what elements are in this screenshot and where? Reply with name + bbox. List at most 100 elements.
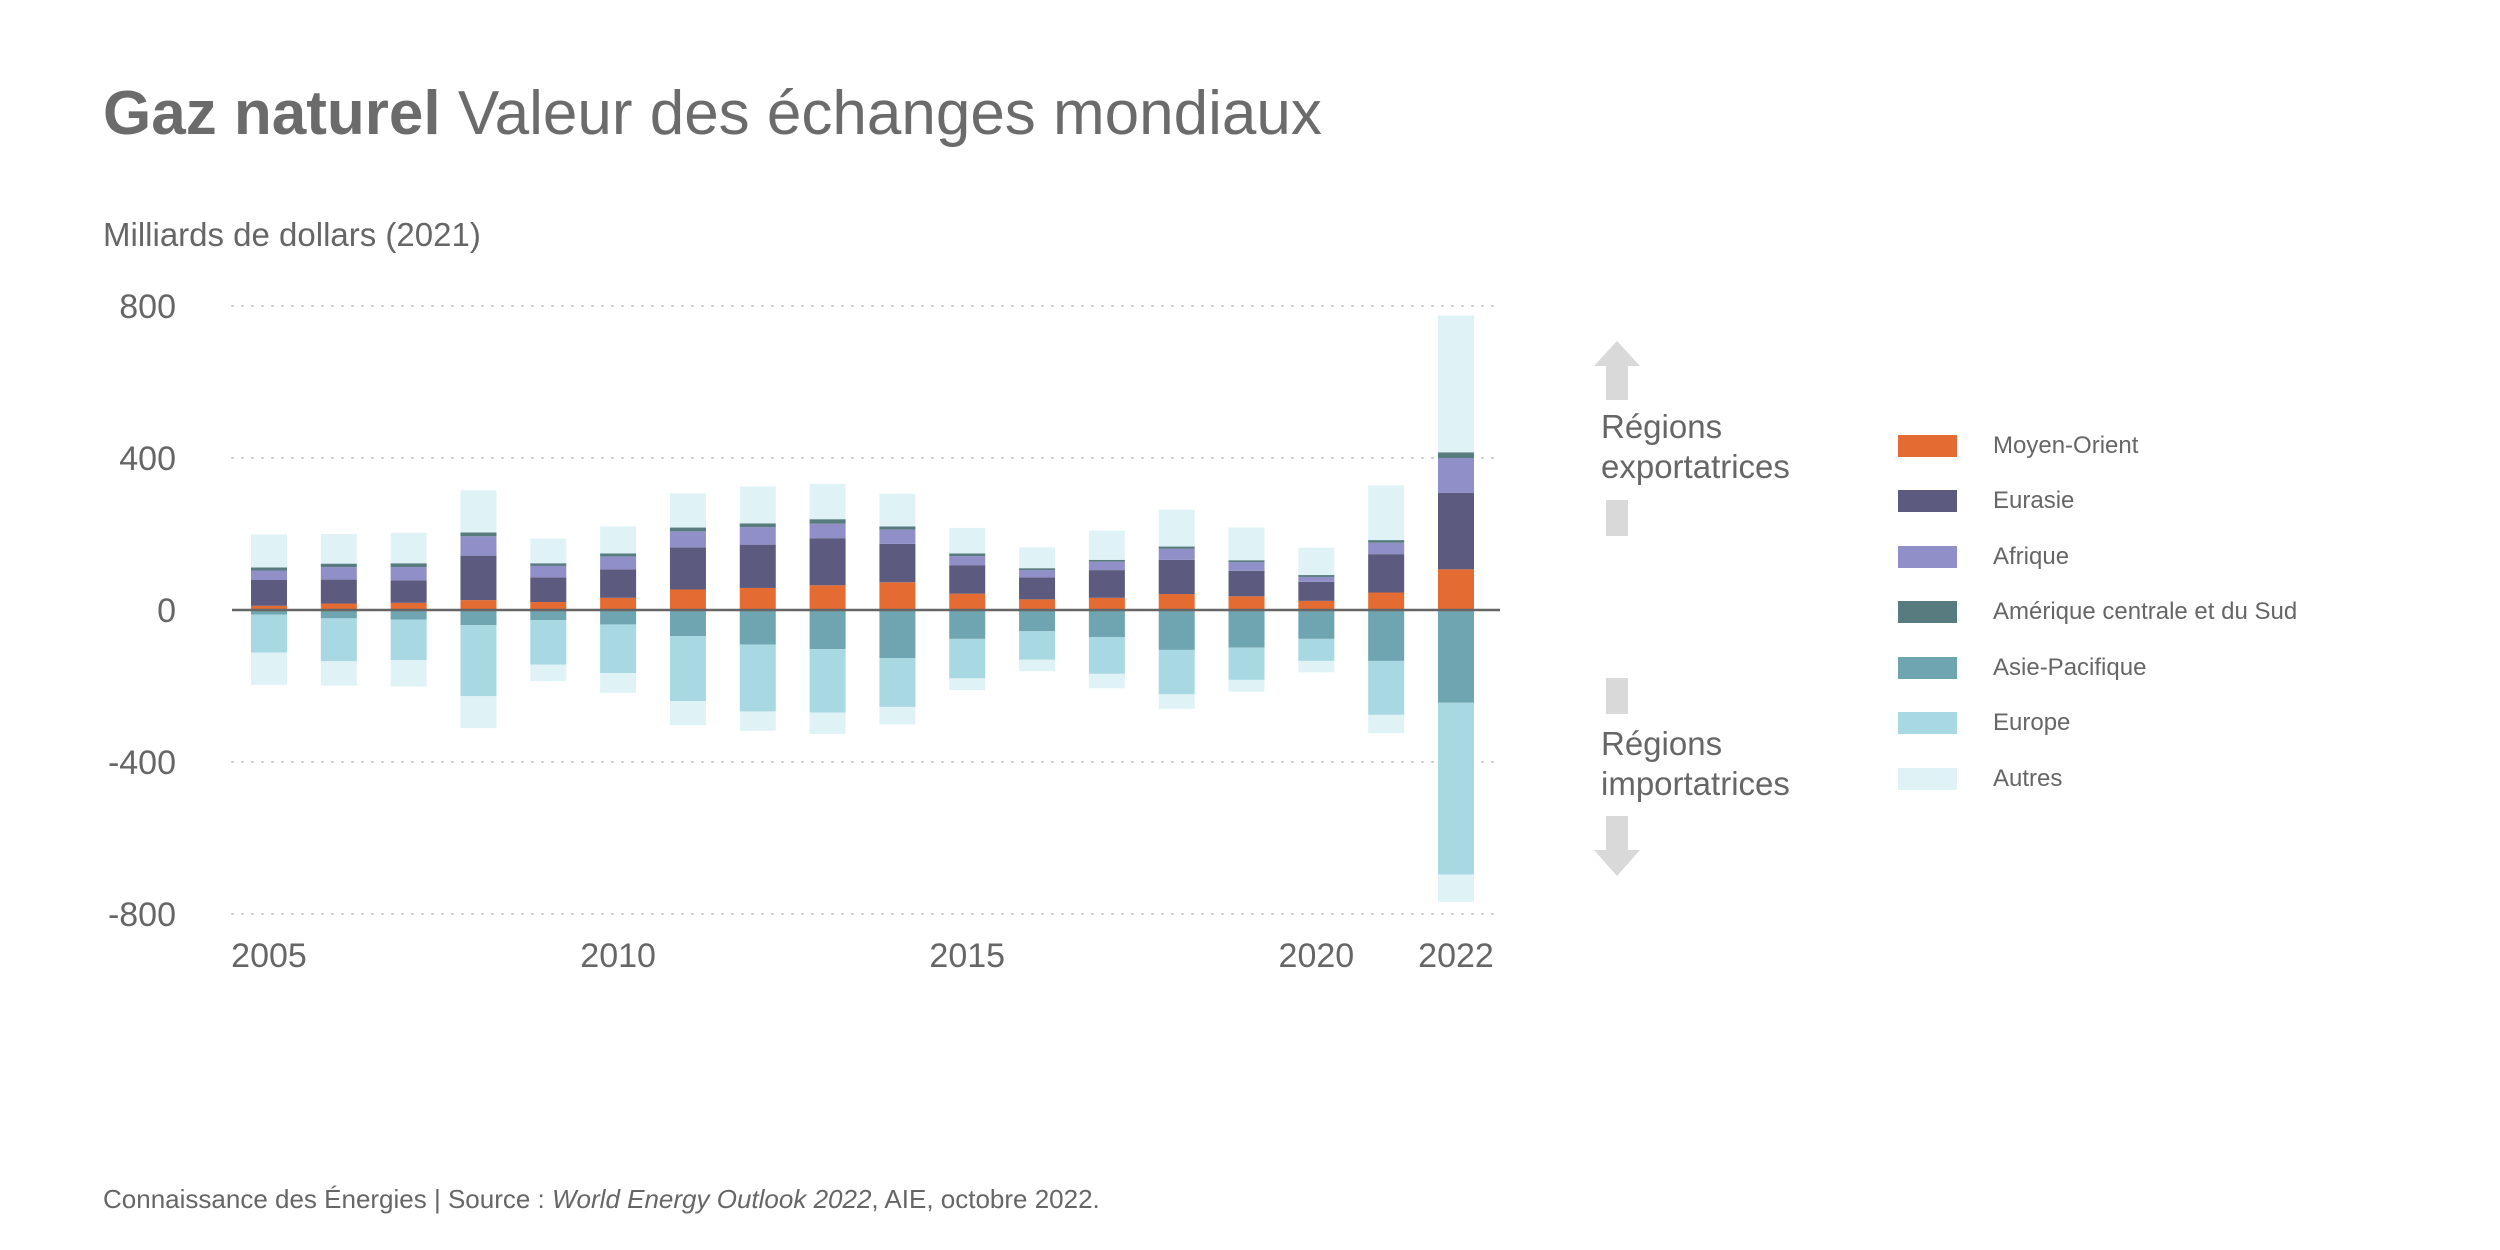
- bar-segment-moyen-orient-export: [809, 585, 846, 610]
- bar-segment-autres-import: [949, 678, 986, 691]
- bar-segment-am-rique-centrale-et-du-sud-export: [1228, 560, 1265, 563]
- legend-item: Afrique: [1898, 529, 2297, 585]
- bar-segment-moyen-orient-export: [1088, 597, 1125, 610]
- bar-segment-europe-import: [669, 636, 706, 702]
- bar-segment-asie-pacifique-import: [1158, 610, 1195, 650]
- bar-segment-europe-import: [1158, 649, 1195, 695]
- bar-segment-moyen-orient-export: [949, 593, 986, 610]
- bar-segment-eurasie-export: [879, 543, 916, 583]
- axes: 800 400 0 -400 -800 2005 2010 2015 2020 2022: [108, 288, 1500, 975]
- arrow-up-tail: [1606, 500, 1628, 536]
- legend-label: Afrique: [1993, 542, 2070, 570]
- bar-segment-autres-import: [600, 673, 637, 693]
- bar-segment-asie-pacifique-import: [739, 610, 776, 645]
- bar-segment-asie-pacifique-import: [669, 610, 706, 637]
- bar-segment-europe-import: [879, 658, 916, 707]
- bar-segment-afrique-export: [1298, 576, 1335, 582]
- bar-segment-am-rique-centrale-et-du-sud-export: [530, 563, 567, 566]
- bar-segment-asie-pacifique-import: [251, 610, 287, 615]
- bar-segment-autres-export: [320, 534, 357, 564]
- bar-segment-autres-import: [739, 711, 776, 731]
- bar-segment-moyen-orient-export: [390, 602, 427, 610]
- bar-segment-moyen-orient-export: [530, 602, 567, 610]
- bar-segment-eurasie-export: [390, 580, 427, 603]
- bar-segment-asie-pacifique-import: [809, 610, 846, 650]
- bar-segment-asie-pacifique-import: [1438, 610, 1474, 703]
- chart-title: Gaz naturel Valeur des échanges mondiaux: [103, 78, 1322, 150]
- bar-segment-afrique-export: [1158, 548, 1195, 560]
- legend-swatch: [1898, 434, 1957, 457]
- y-tick-label: 400: [119, 440, 176, 478]
- legend-item: Moyen-Orient: [1898, 418, 2297, 474]
- source-footer: Connaissance des Énergies | Source : Wor…: [103, 1184, 1100, 1215]
- bar-segment-afrique-export: [1438, 458, 1474, 493]
- bar-segment-am-rique-centrale-et-du-sud-export: [1158, 546, 1195, 549]
- bar-segment-moyen-orient-export: [251, 605, 287, 610]
- bar-segment-europe-import: [1088, 636, 1125, 674]
- bar-segment-eurasie-export: [1228, 570, 1265, 597]
- bar-segment-asie-pacifique-import: [460, 610, 497, 626]
- bar-segment-asie-pacifique-import: [1368, 610, 1405, 661]
- bar-segment-eurasie-export: [739, 544, 776, 588]
- bar-segment-asie-pacifique-import: [1298, 610, 1335, 639]
- bar-segment-autres-export: [460, 490, 497, 533]
- bar-segment-afrique-export: [1088, 561, 1125, 571]
- bar-segment-am-rique-centrale-et-du-sud-export: [1019, 568, 1056, 571]
- bar-segment-europe-import: [1368, 660, 1405, 715]
- bar-segment-am-rique-centrale-et-du-sud-export: [1298, 575, 1335, 577]
- arrow-up-icon: [1594, 341, 1640, 400]
- bar-segment-autres-export: [669, 493, 706, 528]
- legend-item: Eurasie: [1898, 474, 2297, 530]
- legend-item: Autres: [1898, 751, 2297, 807]
- bar-segment-asie-pacifique-import: [1228, 610, 1265, 648]
- legend-swatch: [1898, 767, 1957, 790]
- bar-segment-europe-import: [390, 619, 427, 661]
- export-line2: exportatrices: [1601, 448, 1790, 485]
- bar-segment-asie-pacifique-import: [1088, 610, 1125, 637]
- footer-source-title: World Energy Outlook 2022: [552, 1184, 872, 1214]
- bar-segment-afrique-export: [669, 531, 706, 548]
- bar-segment-autres-export: [1019, 547, 1056, 569]
- bar-segment-europe-import: [809, 649, 846, 713]
- bar-segment-eurasie-export: [320, 579, 357, 604]
- bar-segment-europe-import: [530, 620, 567, 665]
- import-line2: importatrices: [1601, 765, 1790, 802]
- bar-segment-moyen-orient-export: [1228, 596, 1265, 610]
- bar-segment-autres-export: [600, 526, 637, 554]
- direction-arrows: [1594, 341, 1640, 876]
- bar-segment-asie-pacifique-import: [949, 610, 986, 639]
- bar-segment-afrique-export: [809, 523, 846, 539]
- bar-segment-eurasie-export: [1019, 577, 1056, 600]
- bar-segment-autres-import: [530, 664, 567, 682]
- bar-segment-autres-import: [1019, 659, 1056, 672]
- bar-segment-afrique-export: [251, 570, 287, 580]
- bar-segment-am-rique-centrale-et-du-sud-export: [320, 563, 357, 568]
- y-tick-label: -800: [108, 896, 176, 934]
- bar-segment-am-rique-centrale-et-du-sud-export: [390, 563, 427, 568]
- bar-segment-asie-pacifique-import: [600, 610, 637, 625]
- bar-segment-moyen-orient-export: [1368, 592, 1405, 610]
- bar-segment-autres-import: [320, 661, 357, 686]
- bar-segment-autres-export: [1368, 485, 1405, 541]
- bar-segment-asie-pacifique-import: [530, 610, 567, 621]
- bar-segment-autres-import: [1298, 660, 1335, 673]
- bar-segment-afrique-export: [1228, 562, 1265, 571]
- title-light: Valeur des échanges mondiaux: [457, 79, 1322, 148]
- bar-segment-autres-export: [530, 538, 567, 564]
- bar-segment-am-rique-centrale-et-du-sud-export: [600, 553, 637, 557]
- bar-segment-autres-import: [1368, 714, 1405, 734]
- y-axis-unit-label: Milliards de dollars (2021): [103, 216, 481, 253]
- bar-segment-europe-import: [320, 618, 357, 662]
- bar-segment-autres-export: [1228, 527, 1265, 561]
- legend-swatch: [1898, 490, 1957, 513]
- bar-segment-am-rique-centrale-et-du-sud-export: [669, 527, 706, 532]
- bar-segment-moyen-orient-export: [600, 597, 637, 610]
- bar-segment-eurasie-export: [949, 565, 986, 594]
- bar-segment-eurasie-export: [1438, 492, 1474, 570]
- x-tick-label: 2010: [580, 937, 656, 975]
- bar-segment-asie-pacifique-import: [879, 610, 916, 659]
- bar-segment-autres-export: [1438, 315, 1474, 453]
- bar-segment-autres-import: [460, 696, 497, 729]
- bar-segment-eurasie-export: [1088, 570, 1125, 598]
